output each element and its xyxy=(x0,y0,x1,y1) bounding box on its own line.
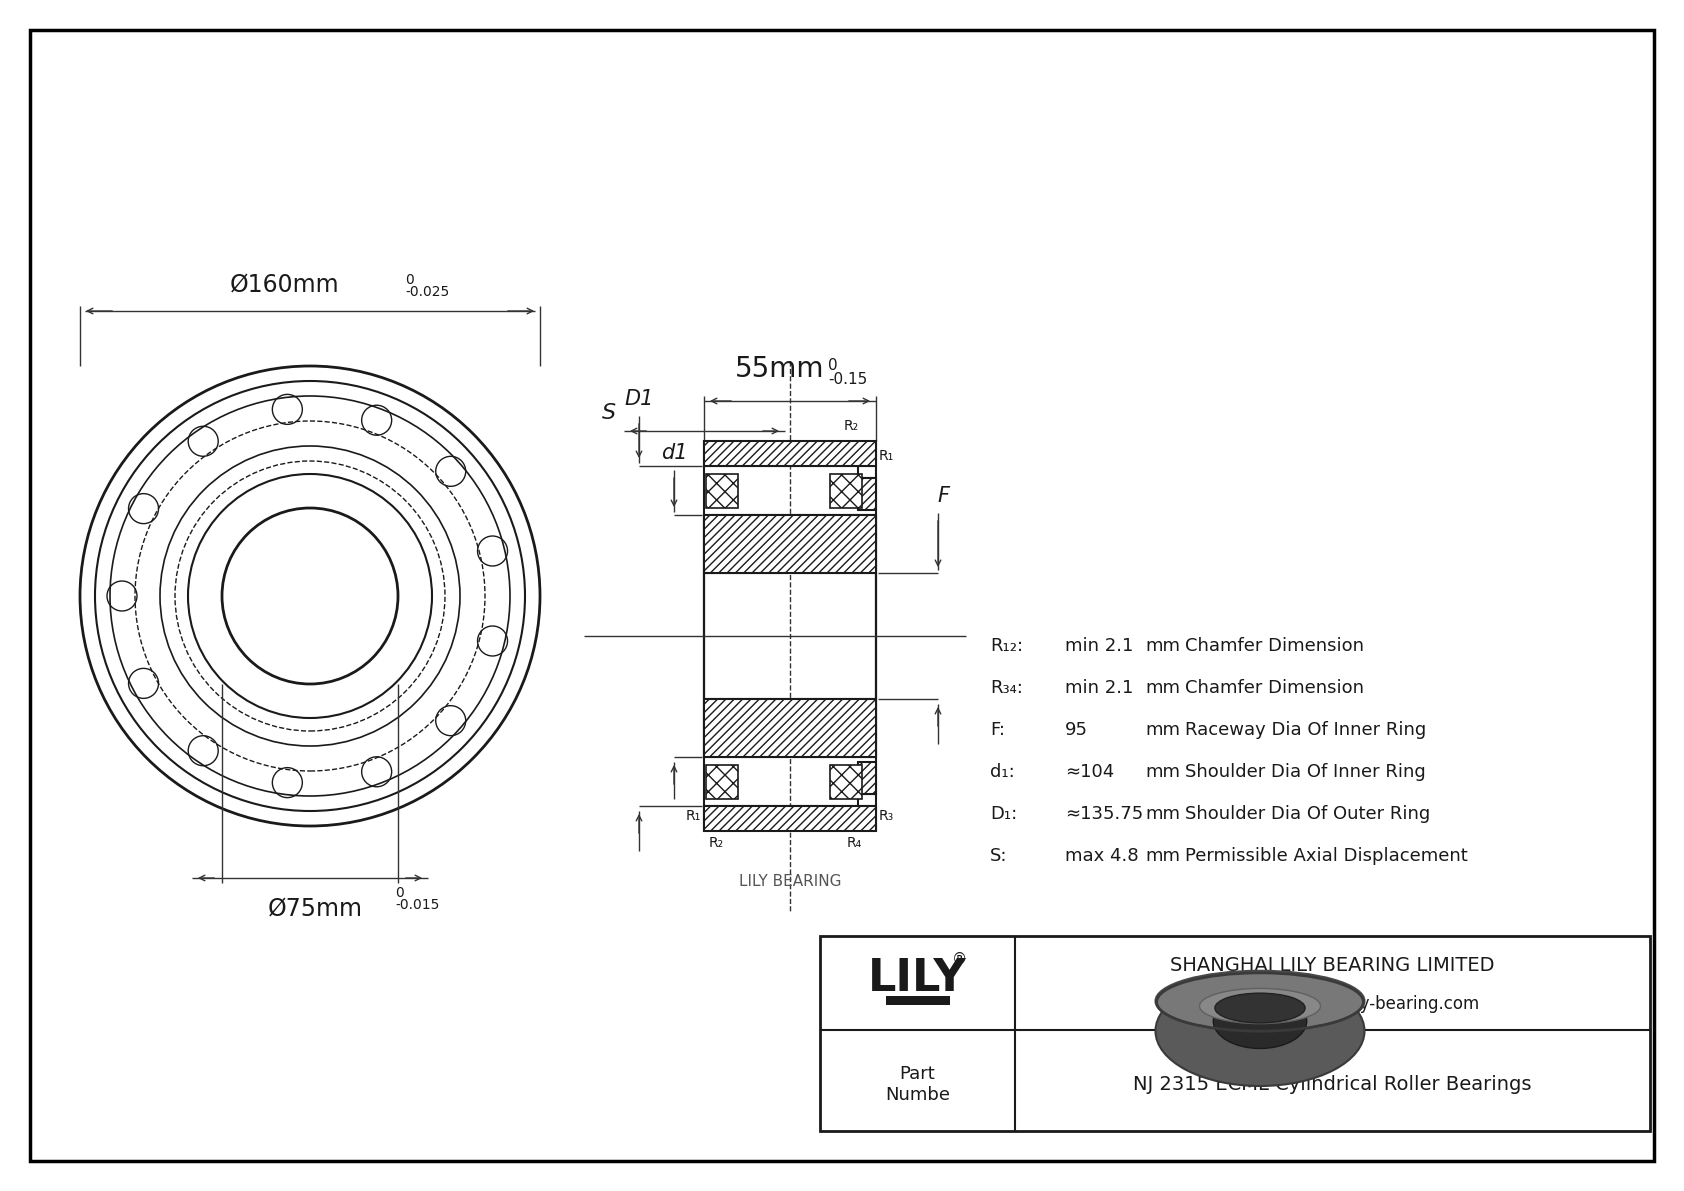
Text: R₂: R₂ xyxy=(844,419,859,434)
Text: R₃: R₃ xyxy=(879,809,894,823)
Text: Shoulder Dia Of Outer Ring: Shoulder Dia Of Outer Ring xyxy=(1186,805,1430,823)
Text: -0.15: -0.15 xyxy=(829,372,867,387)
Text: F: F xyxy=(936,486,950,506)
Text: min 2.1: min 2.1 xyxy=(1064,679,1133,697)
Text: R₁₂:: R₁₂: xyxy=(990,637,1024,655)
Text: mm: mm xyxy=(1145,847,1180,865)
Polygon shape xyxy=(704,806,876,831)
Text: LILY BEARING: LILY BEARING xyxy=(739,873,842,888)
Polygon shape xyxy=(859,762,876,794)
Text: R₁: R₁ xyxy=(685,809,701,823)
Text: min 2.1: min 2.1 xyxy=(1064,637,1133,655)
Text: mm: mm xyxy=(1145,805,1180,823)
Text: Chamfer Dimension: Chamfer Dimension xyxy=(1186,637,1364,655)
Text: Ø75mm: Ø75mm xyxy=(268,896,362,919)
Text: -0.015: -0.015 xyxy=(396,898,440,912)
Text: Email: lilybearing@lily-bearing.com: Email: lilybearing@lily-bearing.com xyxy=(1186,996,1480,1014)
Text: Permissible Axial Displacement: Permissible Axial Displacement xyxy=(1186,847,1468,865)
Text: 0: 0 xyxy=(404,273,414,287)
Ellipse shape xyxy=(1155,975,1364,1086)
Polygon shape xyxy=(706,474,738,507)
Text: R₂: R₂ xyxy=(709,836,724,850)
Text: Shoulder Dia Of Inner Ring: Shoulder Dia Of Inner Ring xyxy=(1186,763,1426,781)
Text: d1: d1 xyxy=(660,443,687,463)
Text: LILY: LILY xyxy=(869,958,967,1000)
Text: S: S xyxy=(601,403,616,423)
Text: ≈104: ≈104 xyxy=(1064,763,1115,781)
Polygon shape xyxy=(706,765,738,798)
Text: max 4.8: max 4.8 xyxy=(1064,847,1138,865)
Text: 95: 95 xyxy=(1064,721,1088,738)
Text: R₃₄:: R₃₄: xyxy=(990,679,1022,697)
Ellipse shape xyxy=(1199,989,1320,1023)
Bar xyxy=(886,996,950,1005)
Text: ≈135.75: ≈135.75 xyxy=(1064,805,1143,823)
Text: 0: 0 xyxy=(396,886,404,900)
Text: D₁:: D₁: xyxy=(990,805,1017,823)
Text: Chamfer Dimension: Chamfer Dimension xyxy=(1186,679,1364,697)
Text: D1: D1 xyxy=(625,389,653,409)
Bar xyxy=(820,936,1650,1131)
Ellipse shape xyxy=(1212,993,1307,1048)
Text: R₁: R₁ xyxy=(879,449,894,463)
Text: SHANGHAI LILY BEARING LIMITED: SHANGHAI LILY BEARING LIMITED xyxy=(1170,955,1495,974)
Text: Raceway Dia Of Inner Ring: Raceway Dia Of Inner Ring xyxy=(1186,721,1426,738)
Text: mm: mm xyxy=(1145,721,1180,738)
Text: R₄: R₄ xyxy=(847,836,862,850)
Text: 55mm: 55mm xyxy=(736,355,825,384)
Text: Part
Numbe: Part Numbe xyxy=(886,1065,950,1104)
Text: ®: ® xyxy=(951,952,967,966)
Ellipse shape xyxy=(1214,993,1305,1023)
Text: 0: 0 xyxy=(829,358,837,373)
Text: S:: S: xyxy=(990,847,1007,865)
Polygon shape xyxy=(704,515,876,573)
Polygon shape xyxy=(859,478,876,510)
Text: NJ 2315 ECML Cylindrical Roller Bearings: NJ 2315 ECML Cylindrical Roller Bearings xyxy=(1133,1074,1532,1093)
Text: -0.025: -0.025 xyxy=(404,285,450,299)
Polygon shape xyxy=(830,765,862,798)
Text: mm: mm xyxy=(1145,637,1180,655)
Polygon shape xyxy=(704,441,876,466)
Polygon shape xyxy=(830,474,862,507)
Text: mm: mm xyxy=(1145,679,1180,697)
Text: d₁:: d₁: xyxy=(990,763,1015,781)
Text: F:: F: xyxy=(990,721,1005,738)
Text: mm: mm xyxy=(1145,763,1180,781)
Text: Ø160mm: Ø160mm xyxy=(231,273,340,297)
Ellipse shape xyxy=(1155,971,1364,1031)
Polygon shape xyxy=(704,699,876,757)
